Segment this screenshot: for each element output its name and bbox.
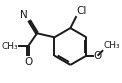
Text: O: O bbox=[24, 57, 32, 67]
Text: CH₃: CH₃ bbox=[103, 41, 120, 50]
Text: N: N bbox=[20, 10, 28, 20]
Text: CH₃: CH₃ bbox=[1, 42, 18, 51]
Text: O: O bbox=[94, 51, 102, 61]
Text: Cl: Cl bbox=[76, 6, 87, 16]
